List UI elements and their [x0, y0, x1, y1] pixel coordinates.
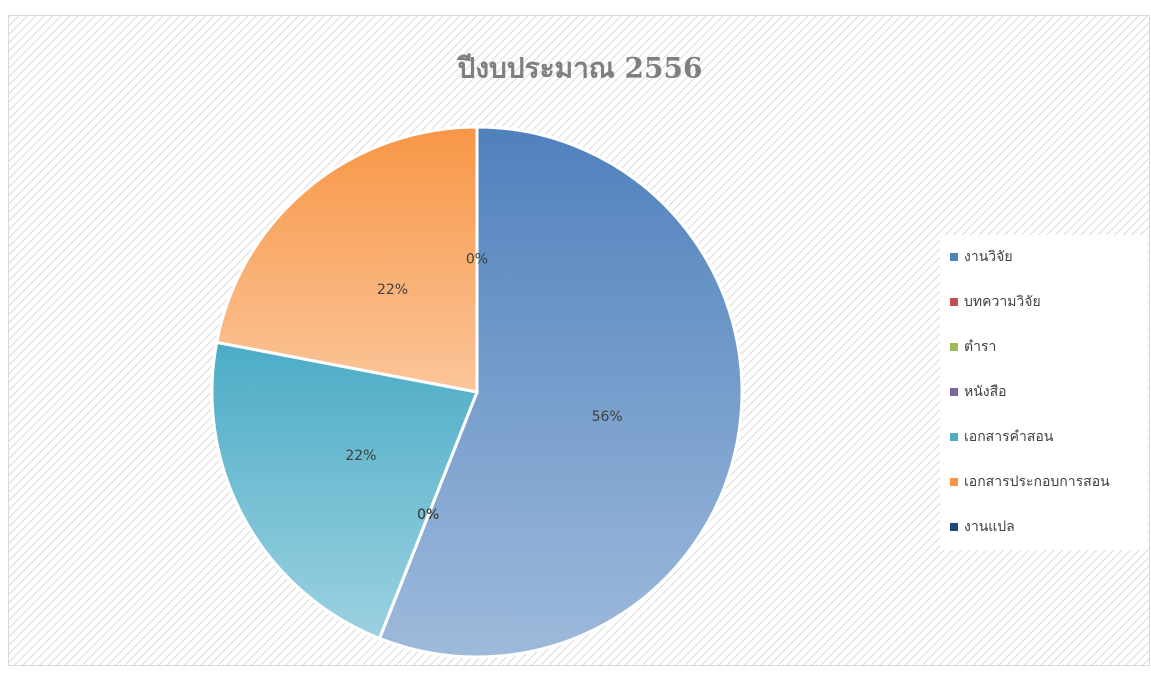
data-label: 22%	[377, 282, 408, 298]
legend-swatch	[950, 343, 958, 351]
chart-title: ปีงบประมาณ 2556	[456, 52, 703, 85]
data-label: 0%	[466, 252, 488, 268]
legend-label: ตำรา	[964, 339, 996, 355]
data-label: 56%	[592, 409, 623, 425]
data-label: 0%	[417, 507, 439, 523]
pie-slice	[377, 125, 744, 659]
legend-box	[940, 235, 1148, 550]
data-label: 0%	[417, 507, 439, 523]
pie-slice	[214, 125, 479, 394]
legend-label: เอกสารประกอบการสอน	[964, 474, 1110, 490]
legend-label: งานแปล	[964, 519, 1015, 535]
pie-slice	[210, 340, 480, 641]
legend-label: บทความวิจัย	[964, 294, 1041, 310]
legend-swatch	[950, 433, 958, 441]
legend-swatch	[950, 298, 958, 306]
legend-swatch	[950, 388, 958, 396]
legend-swatch	[950, 253, 958, 261]
legend-label: งานวิจัย	[964, 249, 1013, 265]
legend-swatch	[950, 523, 958, 531]
legend-swatch	[950, 478, 958, 486]
data-label: 0%	[417, 507, 439, 523]
legend-label: หนังสือ	[964, 384, 1007, 400]
top-strip	[0, 0, 1151, 14]
data-label: 22%	[345, 448, 376, 464]
legend-label: เอกสารคำสอน	[964, 429, 1054, 445]
